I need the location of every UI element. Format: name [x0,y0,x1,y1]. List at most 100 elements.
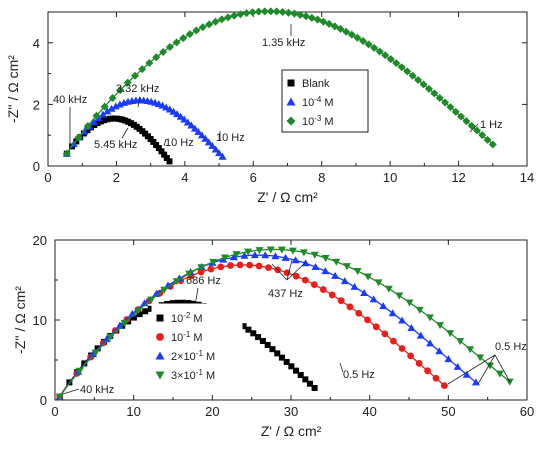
data-point [364,273,373,281]
data-point [302,12,311,21]
data-point [299,249,308,257]
data-point [337,297,345,305]
data-point [281,253,290,261]
y-axis-label: -Z'' / Ω cm² [12,286,28,354]
annotation-label: 40 kHz [80,384,114,396]
legend-marker [156,314,164,322]
data-point [236,261,244,269]
data-point [240,251,249,259]
data-point [435,93,444,102]
data-point [430,89,439,98]
legend-marker [155,351,165,360]
data-point [166,158,173,165]
data-point [405,299,414,307]
data-point [288,247,297,255]
data-point [250,330,257,337]
data-point [488,140,497,149]
x-tick-label: 0 [51,404,58,419]
data-point [278,8,287,17]
data-point [116,86,125,95]
data-point [340,277,349,285]
x-tick-label: 20 [205,404,219,419]
data-point [254,7,263,16]
data-point [174,299,181,306]
data-point [388,309,397,317]
data-point [332,258,341,266]
legend: Blank 10-4​ M 10-3​ M [281,69,369,133]
data-point [297,372,304,379]
annotation-leader [286,259,293,281]
data-point [136,311,143,318]
data-point [201,134,210,142]
data-point [381,330,389,338]
x-axis-label: Z' / Ω cm² [261,423,322,439]
data-point [408,71,417,80]
annotation-leader [447,354,496,385]
data-point [89,118,98,126]
annotation-label: 10 Hz [165,137,194,149]
data-point [416,331,425,339]
data-point [353,268,362,276]
data-point [435,347,444,355]
data-point [359,36,368,45]
legend-marker [155,371,165,380]
annotation-leader [121,127,129,139]
data-point [290,9,299,18]
x-tick-label: 0 [44,170,51,185]
data-point [342,27,351,36]
chart-top: 0 2 4 6 8 10 12 14 0 2 4 Z' / Ω cm² -Z'' / Ω cm² Blan… [5,7,534,205]
data-point [232,251,241,259]
data-point [266,246,275,254]
data-point [310,251,319,259]
legend: 10-2​ M 10-1​ M 2×10-1​ M 3×10-1​ M [151,303,243,395]
x-tick-label: 40 [362,404,376,419]
data-point [230,11,239,20]
data-point [83,121,92,130]
data-point [370,43,379,52]
data-point [441,98,450,107]
data-point [140,299,149,307]
data-point [425,314,434,322]
annotation-leader [339,362,344,373]
data-point [293,367,300,374]
legend-box [151,303,243,395]
x-tick-label: 30 [284,404,298,419]
data-point [483,135,492,144]
x-tick-label: 60 [520,404,534,419]
data-point [266,7,275,16]
data-point [284,8,293,17]
data-point [330,22,339,31]
data-point [419,80,428,89]
annotation-label: 1.35 kHz [262,37,305,49]
data-point [180,115,189,123]
legend-marker [286,116,296,126]
data-point [478,131,487,140]
data-point [147,296,156,304]
annotation-label: 40 kHz [53,94,87,106]
data-point [292,272,300,280]
data-point [240,323,247,330]
data-point [390,337,397,345]
data-point [392,59,401,68]
data-point [288,363,295,370]
annotation-label: 686 Hz [186,275,221,287]
data-point [244,248,253,256]
annotation-leader [62,388,80,395]
data-point [161,151,168,158]
data-point [457,112,466,121]
data-point [364,40,373,49]
data-point [444,355,453,363]
data-point [236,10,245,19]
data-point [62,149,71,158]
data-point [97,118,104,125]
data-point [264,342,271,349]
data-point [321,267,330,275]
data-point [386,55,395,64]
data-point [441,382,448,389]
y-tick-label: 0 [40,393,47,408]
data-point [207,265,215,273]
data-point [120,319,129,327]
x-tick-label: 12 [451,170,465,185]
data-point [84,127,91,134]
